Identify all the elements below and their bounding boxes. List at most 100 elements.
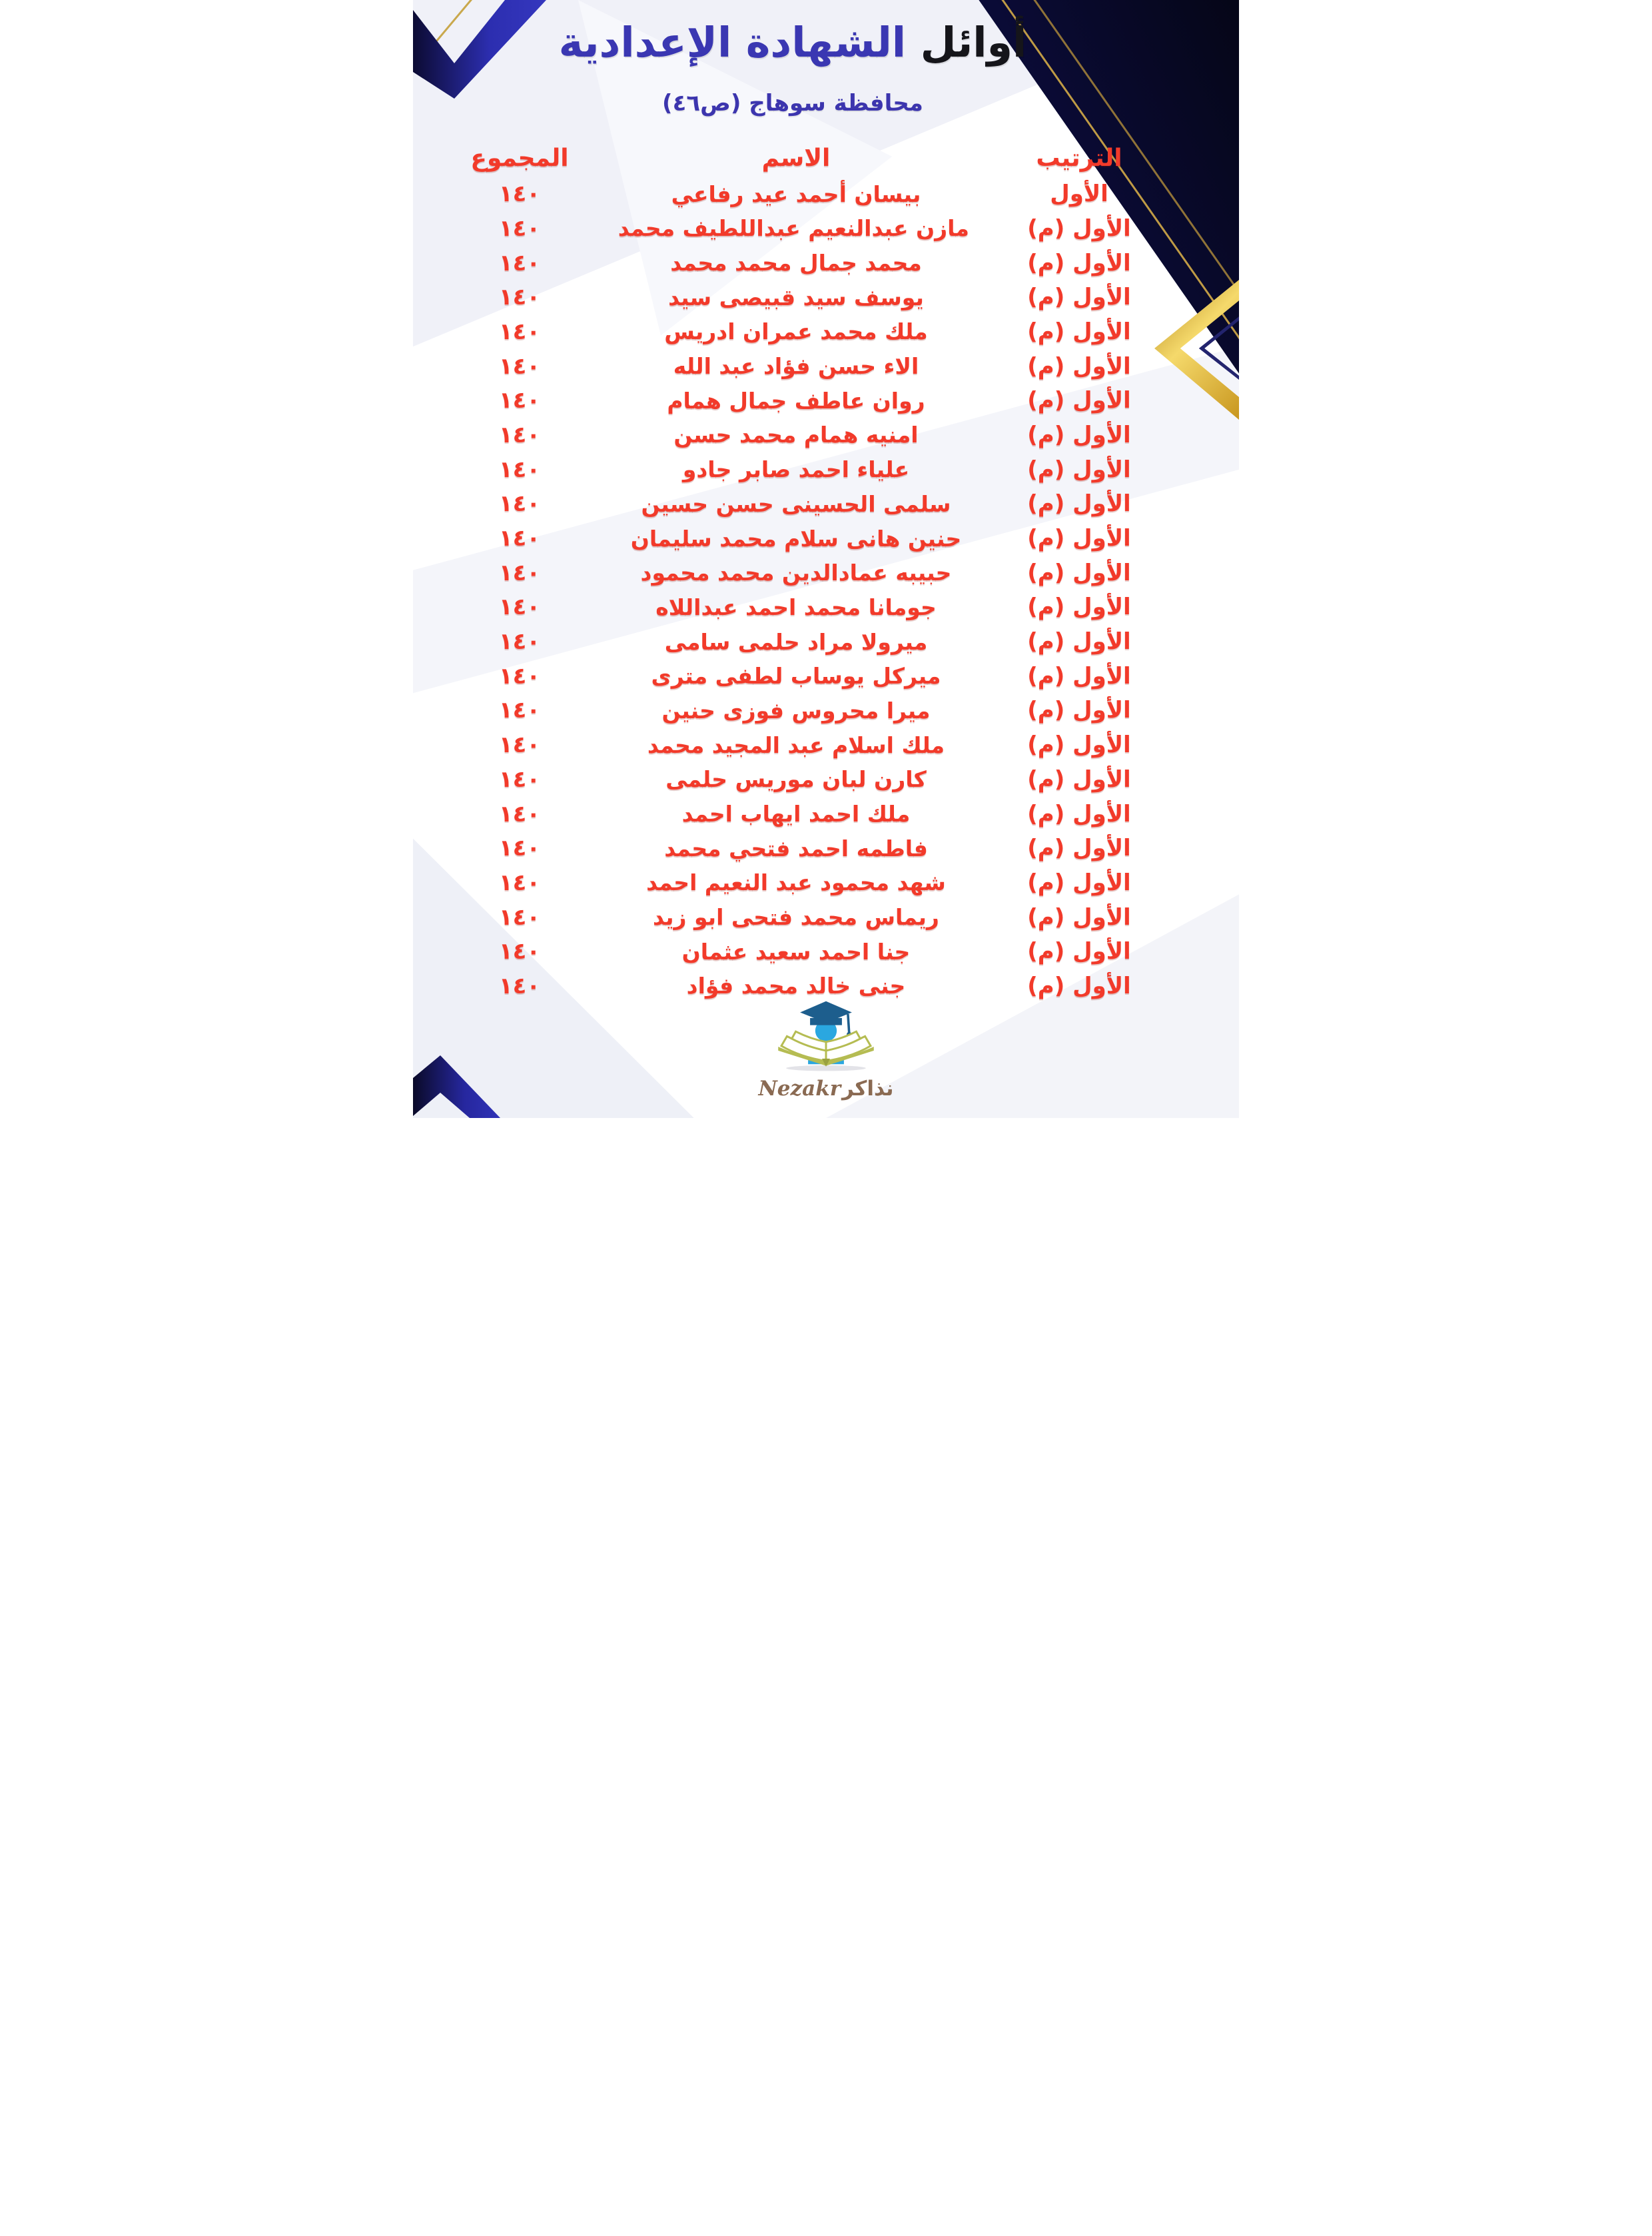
- table-row: الأول (م) ميرا محروس فوزى حنين ١٤٠: [416, 694, 1189, 728]
- name-cell: ميرا محروس فوزى حنين: [661, 697, 931, 724]
- table-row: الأول (م) حبيبه عمادالدين محمد محمود ١٤٠: [416, 556, 1189, 590]
- table-row: الأول (م) علياء احمد صابر جادو ١٤٠: [416, 452, 1189, 487]
- name-cell: بيسان أحمد عيد رفاعي: [671, 181, 921, 207]
- total-cell: ١٤٠: [498, 421, 541, 448]
- column-header-name: الاسم: [761, 144, 831, 172]
- name-cell: يوسف سيد قبيصى سيد: [668, 284, 924, 310]
- name-cell: جومانا محمد احمد عبداللاه: [655, 594, 937, 620]
- total-cell: ١٤٠: [498, 249, 541, 277]
- total-cell: ١٤٠: [498, 800, 541, 828]
- rank-cell: الأول (م): [1027, 387, 1131, 414]
- table-row: الأول (م) يوسف سيد قبيصى سيد ١٤٠: [416, 280, 1189, 314]
- page-title: أوائل الشهادة الإعدادية: [413, 19, 1206, 66]
- graduation-cap-icon: [800, 1001, 852, 1037]
- name-cell: حنين هانى سلام محمد سليمان: [630, 525, 962, 552]
- total-cell: ١٤٠: [498, 697, 541, 724]
- table-row: الأول (م) الاء حسن فؤاد عبد الله ١٤٠: [416, 349, 1189, 384]
- name-cell: ميرولا مراد حلمى سامى: [664, 628, 928, 655]
- column-header-total: المجموع: [470, 144, 569, 172]
- name-cell: سلمى الحسينى حسن حسين: [641, 490, 951, 517]
- name-cell: ميركل يوساب لطفى مترى: [651, 663, 941, 690]
- rank-cell: الأول (م): [1027, 215, 1131, 242]
- name-cell: محمد جمال محمد محمد: [670, 250, 922, 277]
- total-cell: ١٤٠: [498, 662, 541, 690]
- table-row: الأول (م) كارن لبان موريس حلمى ١٤٠: [416, 762, 1189, 797]
- table-row: الأول (م) ريماس محمد فتحى ابو زيد ١٤٠: [416, 900, 1189, 935]
- gold-chevron-decoration: [1146, 280, 1239, 420]
- corner-chevron-top-left: [413, 0, 553, 107]
- logo-latin-text: Nezakr: [758, 1077, 841, 1101]
- total-cell: ١٤٠: [498, 972, 541, 999]
- rank-cell: الأول (م): [1027, 766, 1131, 793]
- rank-cell: الأول (م): [1027, 662, 1131, 690]
- rank-cell: الأول (م): [1027, 869, 1131, 896]
- rank-cell: الأول (م): [1027, 421, 1131, 448]
- rank-cell: الأول (م): [1027, 732, 1131, 759]
- rank-cell: الأول (م): [1027, 559, 1131, 586]
- name-cell: روان عاطف جمال همام: [667, 387, 925, 414]
- table-row: الأول (م) سلمى الحسينى حسن حسين ١٤٠: [416, 486, 1189, 521]
- logo-arabic-text: نذاكر: [842, 1077, 894, 1101]
- graduate-book-logo-icon: [778, 1001, 874, 1071]
- rank-cell: الأول (م): [1027, 352, 1131, 380]
- rank-cell: الأول (م): [1027, 972, 1131, 999]
- total-cell: ١٤٠: [498, 181, 541, 208]
- total-cell: ١٤٠: [498, 284, 541, 311]
- total-cell: ١٤٠: [498, 318, 541, 345]
- total-cell: ١٤٠: [498, 869, 541, 896]
- name-cell: امنيه همام محمد حسن: [673, 422, 919, 448]
- table-header-row: الترتيب الاسم المجموع: [416, 139, 1189, 177]
- rank-cell: الأول (م): [1027, 249, 1131, 277]
- name-cell: ريماس محمد فتحى ابو زيد: [653, 904, 939, 931]
- total-cell: ١٤٠: [498, 352, 541, 380]
- content: أوائل الشهادة الإعدادية محافظة سوهاج (ص٤…: [413, 19, 1239, 1003]
- total-cell: ١٤٠: [498, 732, 541, 759]
- rank-cell: الأول (م): [1027, 938, 1131, 965]
- total-cell: ١٤٠: [498, 835, 541, 862]
- table-row: الأول بيسان أحمد عيد رفاعي ١٤٠: [416, 177, 1189, 211]
- rank-cell: الأول (م): [1027, 284, 1131, 311]
- table-row: الأول (م) روان عاطف جمال همام ١٤٠: [416, 383, 1189, 418]
- corner-chevron-bottom-left: [413, 1051, 506, 1118]
- total-cell: ١٤٠: [498, 594, 541, 621]
- rank-cell: الأول (م): [1027, 903, 1131, 931]
- name-cell: شهد محمود عبد النعيم احمد: [646, 869, 946, 896]
- rank-cell: الأول (م): [1027, 697, 1131, 724]
- total-cell: ١٤٠: [498, 938, 541, 965]
- name-cell: مازن عبدالنعيم عبداللطيف محمد: [618, 215, 969, 242]
- total-cell: ١٤٠: [498, 766, 541, 793]
- total-cell: ١٤٠: [498, 215, 541, 242]
- column-header-rank: الترتيب: [1036, 144, 1122, 172]
- rank-cell: الأول (م): [1027, 456, 1131, 483]
- name-cell: الاء حسن فؤاد عبد الله: [673, 353, 919, 380]
- table-row: الأول (م) ملك احمد ايهاب احمد ١٤٠: [416, 797, 1189, 832]
- logo-wordmark: Nezakr نذاكر: [758, 1077, 893, 1101]
- table-row: الأول (م) جنى خالد محمد فؤاد ١٤٠: [416, 969, 1189, 1003]
- results-poster: أوائل الشهادة الإعدادية محافظة سوهاج (ص٤…: [413, 0, 1239, 1118]
- total-cell: ١٤٠: [498, 456, 541, 483]
- table-row: الأول (م) حنين هانى سلام محمد سليمان ١٤٠: [416, 521, 1189, 556]
- table-row: الأول (م) شهد محمود عبد النعيم احمد ١٤٠: [416, 865, 1189, 900]
- table-row: الأول (م) ملك اسلام عبد المجيد محمد ١٤٠: [416, 728, 1189, 762]
- name-cell: حبيبه عمادالدين محمد محمود: [640, 560, 952, 586]
- name-cell: فاطمه احمد فتحي محمد: [664, 835, 928, 861]
- table-row: الأول (م) ملك محمد عمران ادريس ١٤٠: [416, 314, 1189, 349]
- table-row: الأول (م) جنا احمد سعيد عثمان ١٤٠: [416, 934, 1189, 969]
- results-table: الترتيب الاسم المجموع الأول بيسان أحمد ع…: [416, 139, 1189, 1003]
- total-cell: ١٤٠: [498, 628, 541, 656]
- total-cell: ١٤٠: [498, 490, 541, 518]
- table-row: الأول (م) فاطمه احمد فتحي محمد ١٤٠: [416, 831, 1189, 865]
- rank-cell: الأول (م): [1027, 628, 1131, 656]
- name-cell: جنى خالد محمد فؤاد: [686, 973, 906, 999]
- page-title-word: أوائل: [920, 18, 1027, 67]
- table-row: الأول (م) ميركل يوساب لطفى مترى ١٤٠: [416, 659, 1189, 694]
- table-body: الأول بيسان أحمد عيد رفاعي ١٤٠ الأول (م)…: [416, 177, 1189, 1003]
- rank-cell: الأول (م): [1027, 318, 1131, 345]
- table-row: الأول (م) محمد جمال محمد محمد ١٤٠: [416, 246, 1189, 280]
- table-row: الأول (م) ميرولا مراد حلمى سامى ١٤٠: [416, 624, 1189, 659]
- total-cell: ١٤٠: [498, 525, 541, 552]
- table-row: الأول (م) مازن عبدالنعيم عبداللطيف محمد …: [416, 211, 1189, 246]
- table-row: الأول (م) امنيه همام محمد حسن ١٤٠: [416, 418, 1189, 452]
- name-cell: علياء احمد صابر جادو: [682, 456, 910, 483]
- total-cell: ١٤٠: [498, 387, 541, 414]
